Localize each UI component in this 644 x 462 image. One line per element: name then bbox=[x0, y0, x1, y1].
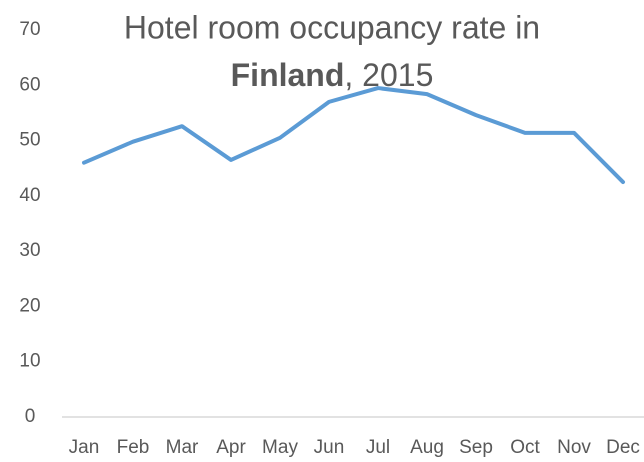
x-tick-label: Apr bbox=[216, 437, 246, 458]
y-tick-label: 50 bbox=[19, 130, 40, 151]
x-tick-label: Sep bbox=[459, 437, 493, 458]
chart-title: Hotel room occupancy rate in bbox=[124, 9, 540, 45]
y-tick-label: 40 bbox=[19, 185, 40, 206]
x-tick-label: Feb bbox=[117, 437, 150, 458]
chart-title: Finland, 2015 bbox=[231, 57, 434, 93]
y-tick-label: 60 bbox=[19, 74, 40, 95]
x-tick-label: Jan bbox=[69, 437, 100, 458]
y-tick-label: 70 bbox=[19, 19, 40, 40]
x-tick-label: Oct bbox=[510, 437, 540, 458]
x-tick-label: Jun bbox=[314, 437, 345, 458]
x-tick-label: May bbox=[262, 437, 298, 458]
x-tick-label: Mar bbox=[166, 437, 199, 458]
chart-title-bold: Finland bbox=[231, 57, 345, 93]
y-tick-label: 0 bbox=[25, 406, 36, 427]
x-tick-label: Jul bbox=[366, 437, 390, 458]
line bbox=[82, 86, 625, 185]
x-tick-label: Aug bbox=[410, 437, 444, 458]
x-tick-label: Nov bbox=[557, 437, 591, 458]
y-tick-label: 20 bbox=[19, 295, 40, 316]
y-tick-label: 10 bbox=[19, 351, 40, 372]
y-tick-label: 30 bbox=[19, 240, 40, 261]
x-tick-label: Dec bbox=[606, 437, 640, 458]
